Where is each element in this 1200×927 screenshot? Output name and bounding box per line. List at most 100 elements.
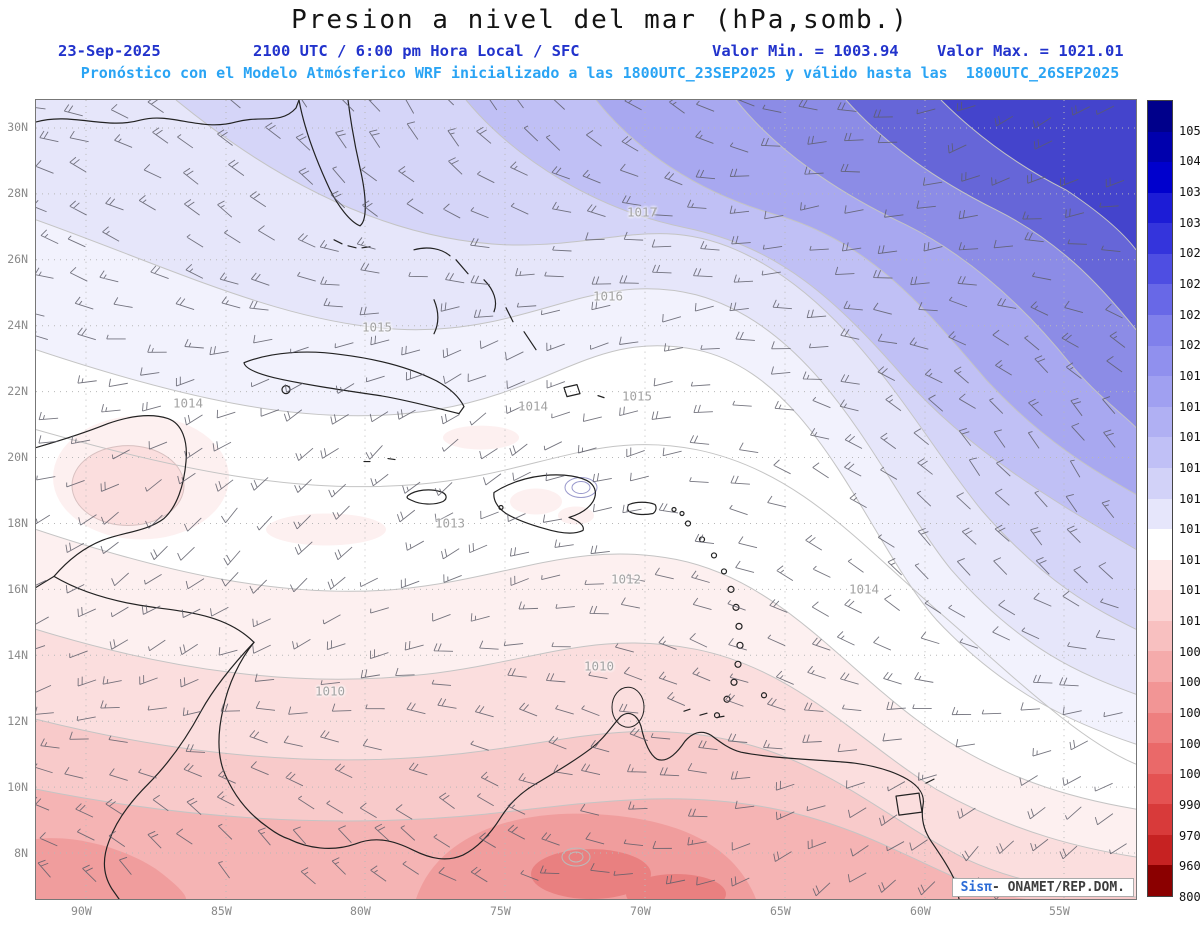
colorbar-label: 1015 <box>1179 491 1200 506</box>
lon-axis-label: 85W <box>211 904 232 918</box>
lat-axis-label: 24N <box>7 318 28 332</box>
contour-1017 <box>465 100 1136 550</box>
contour-1010 <box>36 628 1136 858</box>
colorbar-label: 1014 <box>1179 522 1200 537</box>
coastline-centam-pacific <box>103 641 255 899</box>
colorbar-segment <box>1148 406 1172 438</box>
grid-layer <box>36 100 1136 899</box>
org-name: - ONAMET/REP.DOM. <box>991 880 1125 895</box>
colorbar-labels: 1050 1040 1035 1030 1028 1025 1022 1020 1019 1018… <box>1179 100 1200 904</box>
coastlines-layer <box>36 100 960 899</box>
contour-1016 <box>175 100 1136 630</box>
colorbar-label: 960 <box>1179 859 1200 874</box>
colorbar-segment <box>1148 223 1172 254</box>
colorbar-label: 1040 <box>1179 154 1200 169</box>
lat-axis-label: 12N <box>7 714 28 728</box>
coastline-honduras <box>53 575 255 643</box>
chart-title: Presion a nivel del mar (hPa,somb.) <box>291 5 909 35</box>
branding-box: Sisπ- ONAMET/REP.DOM. <box>951 878 1134 897</box>
hispaniola-pink-patch <box>510 488 562 515</box>
colorbar-segment <box>1148 590 1172 621</box>
colorbar-segment <box>1148 192 1172 224</box>
closed-contour-colombia-low-2 <box>561 847 591 867</box>
lon-axis-label: 55W <box>1049 904 1070 918</box>
cuba-south-pink-patch <box>443 425 519 450</box>
contour-lines-layer <box>36 100 1136 898</box>
colorbar-segment <box>1148 773 1172 805</box>
lon-axis-label: 80W <box>350 904 371 918</box>
contour-1013 <box>36 429 1136 765</box>
lat-axis-label: 22N <box>7 384 28 398</box>
model-info-line: Pronóstico con el Modelo Atmósferico WRF… <box>80 64 1120 82</box>
colorbar-segment <box>1148 467 1172 499</box>
colorbar-label: 1002 <box>1179 736 1200 751</box>
colorbar-label: 1020 <box>1179 338 1200 353</box>
contour-1018 <box>595 100 1136 495</box>
colorbar-label: 1017 <box>1179 430 1200 445</box>
map-canvas <box>36 100 1136 899</box>
pressure-low-core-2 <box>626 874 726 899</box>
wind-barbs-layer <box>36 100 1127 899</box>
coastline-gonave <box>498 504 504 511</box>
colorbar-label: 1006 <box>1179 675 1200 690</box>
colorbar-segment <box>1148 865 1172 897</box>
colorbar-label: 1050 <box>1179 123 1200 138</box>
pressure-band-1005-blob-left <box>36 838 186 899</box>
colorbar-segment <box>1148 498 1172 530</box>
lat-axis-label: 30N <box>7 120 28 134</box>
colorbar-segment <box>1148 315 1172 346</box>
pressure-low-core <box>531 849 651 899</box>
contour-1006 <box>36 788 997 895</box>
colorbar-label: 1016 <box>1179 460 1200 475</box>
colorbar-segment <box>1148 804 1172 835</box>
lat-axis-label: 20N <box>7 450 28 464</box>
colorbar-label: 1022 <box>1179 307 1200 322</box>
cayman-pink-patch <box>266 513 386 546</box>
wind-barb-glyphs <box>36 100 1127 899</box>
coastline-trinidad <box>895 778 935 816</box>
colorbar-label: 1018 <box>1179 399 1200 414</box>
lon-axis-label: 90W <box>71 904 92 918</box>
colorbar-segment <box>1148 620 1172 652</box>
lat-axis: 30N 28N 26N 24N 22N 20N 18N 16N 14N 12N 10N 8N <box>0 99 32 898</box>
colorbar-label: 1008 <box>1179 644 1200 659</box>
colorbar-label: 1028 <box>1179 246 1200 261</box>
lon-axis-label: 65W <box>770 904 791 918</box>
coastline-cuba <box>243 351 465 415</box>
colorbar <box>1147 100 1173 897</box>
colorbar-label: 1035 <box>1179 184 1200 199</box>
colorbar-segment <box>1148 651 1172 682</box>
coastline-caribbean-south-america <box>218 641 960 899</box>
lat-axis-label: 16N <box>7 582 28 596</box>
contour-1015 <box>36 219 1136 695</box>
contour-1020 <box>845 100 1136 331</box>
colorbar-segment <box>1148 284 1172 316</box>
closed-contour-yucatan <box>71 445 185 526</box>
coastline-caymans <box>363 457 396 463</box>
pressure-shading-layer <box>36 100 1136 899</box>
colorbar-segment <box>1148 834 1172 866</box>
lat-axis-label: 8N <box>14 846 28 860</box>
value-max: Valor Max. = 1021.01 <box>937 42 1124 60</box>
colorbar-label: 1025 <box>1179 276 1200 291</box>
colorbar-label: 800 <box>1179 890 1200 904</box>
closed-contour-colombia-low <box>568 851 584 863</box>
colorbar-segment <box>1148 162 1172 193</box>
colorbar-segment <box>1148 101 1172 132</box>
colorbar-label: 1019 <box>1179 368 1200 383</box>
coastline-puerto-rico <box>626 501 657 516</box>
coastline-yucatan <box>36 415 187 588</box>
colorbar-segment <box>1148 559 1172 591</box>
coastline-us-gulf <box>36 100 300 126</box>
map-area: 1017 1016 1015 1014 1014 1015 1013 1012 1014 1010… <box>35 99 1137 900</box>
colorbar-segment <box>1148 376 1172 407</box>
lon-axis-label: 70W <box>630 904 651 918</box>
colorbar-label: 1030 <box>1179 215 1200 230</box>
colorbar-label: 1010 <box>1179 614 1200 629</box>
contour-1014 <box>36 345 1136 745</box>
lon-axis: 90W 85W 80W 75W 70W 65W 60W 55W <box>35 902 1135 920</box>
valid-time: 2100 UTC / 6:00 pm Hora Local / SFC <box>253 42 580 60</box>
closed-contour-hispaniola-2 <box>564 477 598 499</box>
colorbar-segment <box>1148 253 1172 285</box>
